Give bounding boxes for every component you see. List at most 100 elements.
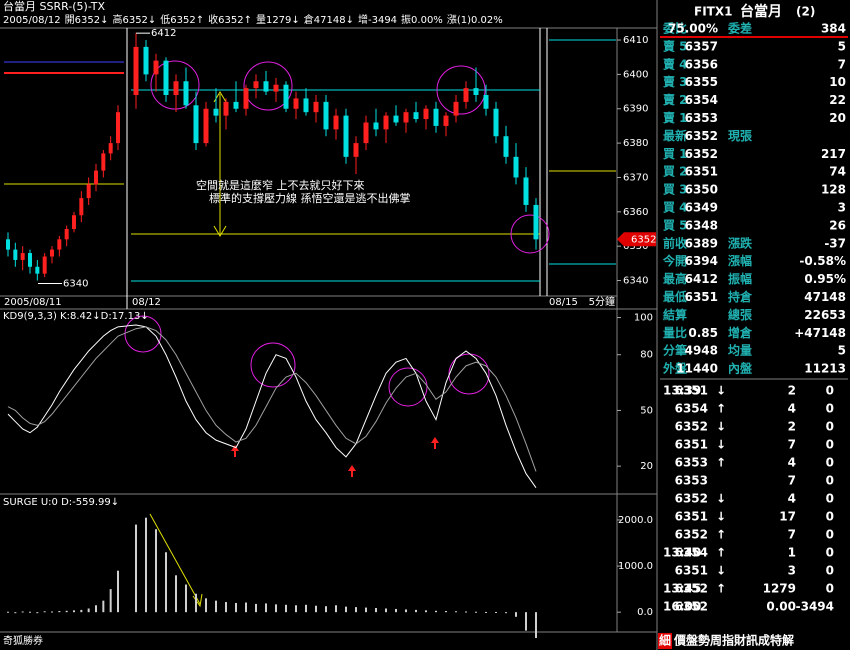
surge-bar [325,606,327,613]
candle-body [50,249,54,257]
quote-item: 增-3494 [358,13,397,26]
tick-cell: ↑ [716,456,726,470]
y-tick-label: 80 [640,350,653,361]
tick-cell: ↓ [716,492,726,506]
quote-cell: 買 2 [663,165,688,179]
quote-cell: 委差 [727,21,752,36]
surge-bar [109,589,112,613]
menu: 價盤勢周指財訊成特解 [673,633,794,648]
candle-body [403,112,409,123]
tick-cell: -3494 [796,600,834,614]
surge-bar [535,612,537,638]
quote-name: 台當月 [740,3,782,20]
quote-cell: 振幅 [728,271,752,286]
candle-body [503,136,509,157]
quote-cell: 最高 [663,271,687,286]
quote-cell: 6348 [685,218,718,232]
surge-bar [185,584,187,613]
tick-cell: ↓ [716,438,726,452]
tick-cell: ↑ [716,528,726,542]
y-tick-label: 6350 [623,241,648,252]
candle-body [513,156,519,178]
quote-cell: 增倉 [728,325,753,340]
session-label: 08/15 [549,297,578,308]
quote-cell: 漲幅 [728,253,752,268]
candle-body [203,108,209,144]
tick-cell: 6353 [675,474,708,488]
surge-bar [21,611,24,613]
candle-body [13,249,18,260]
quote-cell: 6355 [685,75,718,89]
tick-cell: ↓ [716,384,726,398]
surge-bar [435,610,437,613]
surge-bar [405,609,407,613]
annotation: 空間就是這麼窄 上不去就只好下來 [196,178,365,192]
candle-body [273,84,279,92]
quote-item: 高6352↓ [112,13,156,26]
tick-cell: 6351 [675,510,708,524]
surge-bar [117,570,119,613]
tick-cell: 13:40 [663,546,701,560]
surge-bar [295,605,297,613]
quote-cell: 0.85 [688,326,718,340]
tick-cell: 6352 [675,582,708,596]
y-tick-label: 6360 [623,207,648,218]
y-tick-label: 6380 [623,138,648,149]
candle-body [143,46,149,75]
candle-body [163,60,169,95]
candle-body [463,88,469,102]
low-label: 6340 [63,279,88,290]
interval-label: 5分鐘 [589,295,615,308]
surge-bar [135,524,137,613]
session-label: 2005/08/11 [4,297,62,308]
candle-body [173,81,179,95]
candle-body [393,115,399,123]
quote-cell: 前收 [663,235,687,250]
y-tick-label: 50 [640,405,653,416]
candle-body [183,81,189,106]
surge-bar [445,611,447,613]
candle-body [72,215,76,229]
surge-bar [215,600,217,613]
candle-body [343,115,349,157]
surge-bar [155,529,157,613]
quote-cell: 委比 [662,21,687,36]
candle-body [383,115,389,130]
tick-cell: 0 [826,546,834,560]
quote-cell: +47148 [794,326,846,340]
candle-body [533,204,539,240]
tick-cell: 16:00 [663,600,701,614]
tick-cell: ↓ [716,420,726,434]
quote-cell: 內盤 [728,361,753,376]
kd-line [7,326,537,472]
candle-body [263,81,269,92]
quote-cell: 總張 [728,307,753,322]
surge-bar [315,605,317,613]
surge-bar [475,611,477,613]
quote-cell: 買 5 [663,218,688,232]
surge-bar [365,607,367,613]
tick-cell: 0 [826,474,834,488]
surge-bar [7,611,9,613]
surge-bar [87,608,90,613]
candle-body [79,198,84,216]
quote-cell: 量比 [663,325,687,340]
quote-cell: 6352 [685,147,718,161]
candle-body [243,88,249,109]
tick-cell: ↑ [716,546,726,560]
quote-cell: 128 [821,183,846,197]
surge-bar [205,598,207,613]
quote-cell: 75.00% [668,22,718,36]
surge-bar [465,611,467,613]
quote-cell: 最新 [663,128,687,143]
menu-key-box [658,633,672,649]
quote-cell: 賣 4 [662,56,688,71]
annotation: 標準的支撐壓力線 孫悟空還是逃不出佛掌 [209,191,411,205]
tick-cell: 0 [826,510,834,524]
tick-cell: 6351 [675,438,708,452]
surge-bar [51,611,53,613]
surge-bar [415,609,417,613]
